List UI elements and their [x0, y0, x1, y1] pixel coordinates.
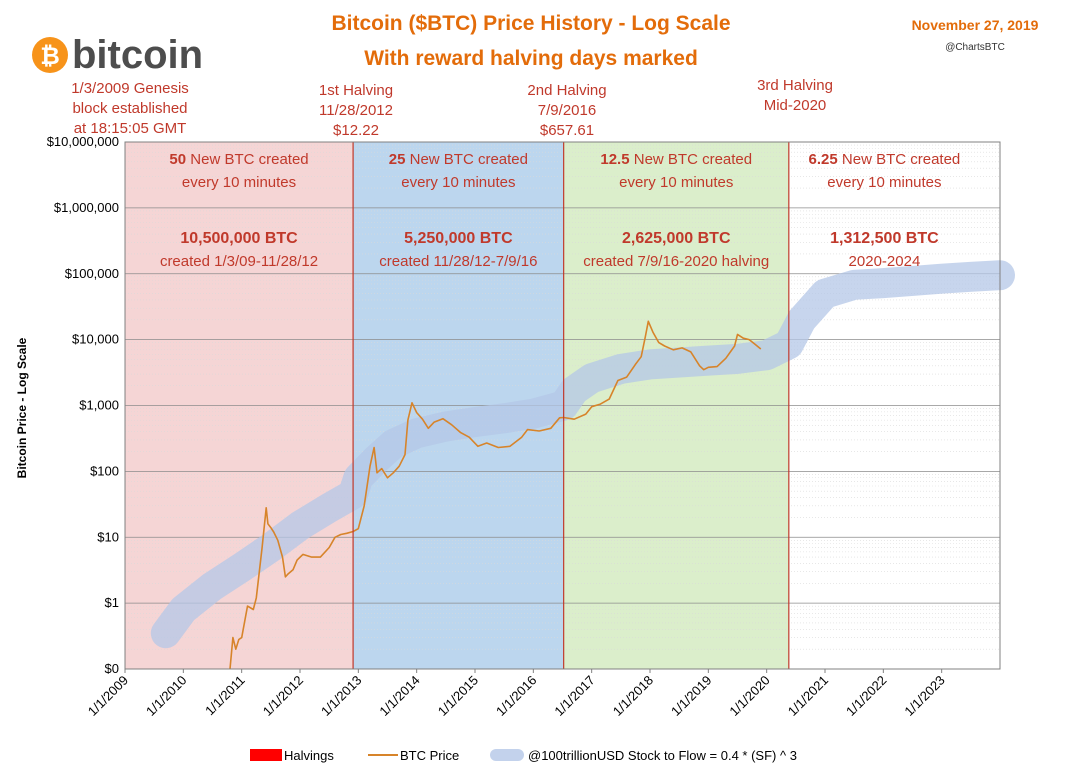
author-handle: @ChartsBTC: [945, 42, 1005, 53]
era-every-3: every 10 minutes: [619, 174, 733, 191]
era-supply-2: 5,250,000 BTC: [404, 230, 513, 247]
plot-border: [124, 141, 1001, 670]
halving-1-line-3: $12.22: [333, 122, 379, 139]
bitcoin-wordmark: bitcoin: [72, 33, 203, 77]
s2f-band-path: [150, 260, 1015, 649]
bitcoin-symbol: ₿: [40, 42, 60, 70]
halving-3-line-2: Mid-2020: [764, 97, 827, 114]
legend-halvings-label: Halvings: [284, 748, 334, 763]
era-every-1: every 10 minutes: [182, 174, 296, 191]
legend-s2f-swatch: [490, 749, 524, 761]
y-axis-label: Bitcoin Price - Log Scale: [15, 337, 29, 478]
halving-1-line-1: 1st Halving: [319, 82, 393, 99]
legend-halvings-swatch: [250, 749, 282, 761]
era-period-2: created 11/28/12-7/9/16: [379, 253, 537, 270]
y-axis-ticks: $10,000,000 $1,000,000 $100,000 $10,000 $1,0…: [47, 134, 119, 676]
era-supply-1: 10,500,000 BTC: [180, 230, 298, 247]
halving-3-line-1: 3rd Halving: [757, 77, 833, 94]
y-tick-label: $1,000,000: [54, 200, 119, 215]
era-reward-1: 50 New BTC created: [169, 151, 308, 168]
era-period-1: created 1/3/09-11/28/12: [160, 253, 318, 270]
x-tick-label: 1/1/2017: [551, 673, 597, 719]
x-tick-label: 1/1/2022: [843, 673, 889, 719]
era-reward-3: 12.5 New BTC created: [600, 151, 752, 168]
x-tick-label: 1/1/2015: [435, 673, 481, 719]
y-tick-label: $1: [105, 595, 119, 610]
x-tick-label: 1/1/2009: [85, 673, 131, 719]
legend-price-label: BTC Price: [400, 748, 459, 763]
x-tick-label: 1/1/2019: [668, 673, 714, 719]
x-tick-label: 1/1/2013: [318, 673, 364, 719]
era-period-3: created 7/9/16-2020 halving: [583, 253, 769, 270]
era-period-4: 2020-2024: [849, 253, 921, 270]
genesis-line-2: block established: [72, 100, 187, 117]
era-reward-4: 6.25 New BTC created: [809, 151, 961, 168]
stock-to-flow-band: [150, 260, 1015, 649]
chart-title: Bitcoin ($BTC) Price History - Log Scale: [331, 12, 730, 35]
era-annotations: 50 New BTC created every 10 minutes 10,500…: [160, 151, 960, 270]
halving-2-line-2: 7/9/2016: [538, 102, 596, 119]
era-supply-4: 1,312,500 BTC: [830, 230, 939, 247]
x-tick-label: 1/1/2021: [785, 673, 831, 719]
halving-1-annotation: 1st Halving 11/28/2012 $12.22: [319, 82, 393, 139]
halving-1-line-2: 11/28/2012: [319, 102, 393, 119]
genesis-annotation: 1/3/2009 Genesis block established at 18…: [71, 80, 189, 137]
btc-price-line: [229, 320, 762, 670]
x-tick-label: 1/1/2018: [610, 673, 656, 719]
chart-subtitle: With reward halving days marked: [364, 47, 698, 70]
bitcoin-logo: ₿ bitcoin: [32, 33, 203, 77]
y-tick-label: $10: [97, 529, 119, 544]
legend: Halvings BTC Price @100trillionUSD Stock…: [250, 748, 797, 763]
halving-lines: [352, 142, 790, 669]
btc-price-series: [229, 320, 762, 670]
era-supply-3: 2,625,000 BTC: [622, 230, 731, 247]
halving-2-line-1: 2nd Halving: [527, 82, 606, 99]
y-tick-label: $10,000,000: [47, 134, 119, 149]
halving-3-annotation: 3rd Halving Mid-2020: [757, 77, 833, 114]
y-tick-label: $100: [90, 463, 119, 478]
x-tick-label: 1/1/2012: [260, 673, 306, 719]
y-tick-label: $1,000: [79, 398, 119, 413]
x-tick-label: 1/1/2016: [493, 673, 539, 719]
y-tick-label: $0: [105, 661, 119, 676]
y-tick-label: $10,000: [72, 332, 119, 347]
halving-2-line-3: $657.61: [540, 122, 594, 139]
x-axis-ticks: 1/1/2009 1/1/2010 1/1/2011 1/1/2012 1/1/2013…: [85, 669, 948, 719]
x-tick-label: 1/1/2023: [901, 673, 947, 719]
x-tick-label: 1/1/2010: [143, 673, 189, 719]
era-every-2: every 10 minutes: [401, 174, 515, 191]
genesis-line-3: at 18:15:05 GMT: [74, 120, 187, 137]
era-every-4: every 10 minutes: [827, 174, 941, 191]
legend-s2f-label: @100trillionUSD Stock to Flow = 0.4 * (S…: [528, 748, 797, 763]
x-tick-label: 1/1/2011: [202, 673, 248, 719]
bitcoin-coin-icon: [32, 37, 68, 73]
x-tick-label: 1/1/2014: [376, 673, 422, 719]
era-reward-2: 25 New BTC created: [389, 151, 528, 168]
x-tick-label: 1/1/2020: [726, 673, 772, 719]
y-tick-label: $100,000: [65, 266, 119, 281]
chart-date: November 27, 2019: [912, 17, 1039, 33]
halving-2-annotation: 2nd Halving 7/9/2016 $657.61: [527, 82, 606, 139]
genesis-line-1: 1/3/2009 Genesis: [71, 80, 189, 97]
